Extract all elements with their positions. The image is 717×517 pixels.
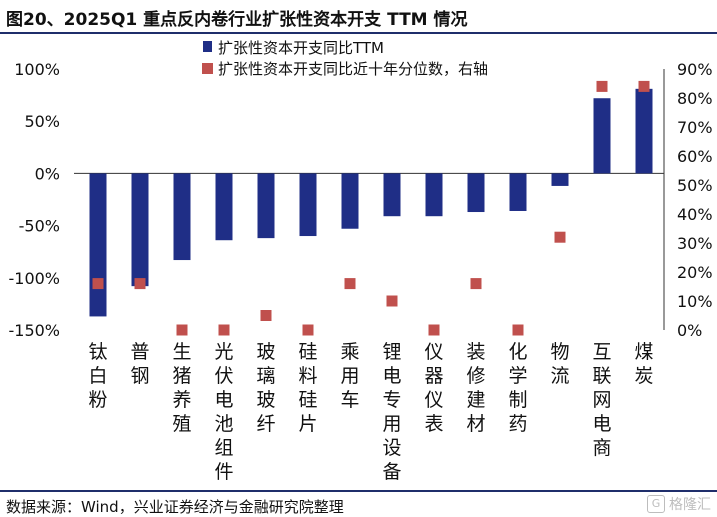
right-axis-tick-label: 90% bbox=[677, 60, 713, 79]
watermark: G 格隆汇 bbox=[647, 494, 711, 514]
bar bbox=[299, 173, 317, 237]
right-axis-tick-label: 10% bbox=[677, 292, 713, 311]
title-bar: 图20、2025Q1 重点反内卷行业扩张性资本开支 TTM 情况 bbox=[0, 0, 717, 34]
chart-figure-title: 图20、2025Q1 重点反内卷行业扩张性资本开支 TTM 情况 bbox=[6, 10, 468, 30]
scatter-point bbox=[554, 231, 566, 243]
legend-bar-label: 扩张性资本开支同比TTM bbox=[218, 39, 384, 57]
bar bbox=[257, 173, 275, 239]
scatter-point bbox=[134, 278, 146, 290]
category-label: 化学制药 bbox=[508, 341, 527, 435]
scatter-point bbox=[638, 80, 650, 92]
right-axis-tick-label: 30% bbox=[677, 234, 713, 253]
source-note: 数据来源：Wind，兴业证券经济与金融研究院整理 bbox=[6, 498, 344, 516]
right-axis-tick-label: 40% bbox=[677, 205, 713, 224]
right-axis-tick-label: 50% bbox=[677, 176, 713, 195]
category-label: 仪器仪表 bbox=[424, 341, 443, 435]
category-label: 硅料硅片 bbox=[298, 341, 317, 435]
legend-dot-swatch bbox=[202, 63, 213, 74]
watermark-text: 格隆汇 bbox=[669, 497, 711, 513]
footer-divider bbox=[0, 490, 717, 492]
bar bbox=[383, 173, 401, 217]
legend-bar-swatch bbox=[203, 41, 212, 52]
left-axis-tick-label: -100% bbox=[8, 269, 60, 288]
left-axis-tick-label: 100% bbox=[14, 60, 60, 79]
bar bbox=[509, 173, 527, 211]
scatter-point bbox=[428, 324, 440, 336]
title-divider bbox=[0, 32, 717, 34]
scatter-point bbox=[302, 324, 314, 336]
category-label: 煤炭 bbox=[634, 341, 653, 387]
legend-dot-label: 扩张性资本开支同比近十年分位数，右轴 bbox=[218, 60, 488, 78]
bar bbox=[89, 173, 107, 317]
right-axis-tick-label: 0% bbox=[677, 321, 702, 340]
watermark-logo-icon: G bbox=[647, 495, 665, 513]
bar bbox=[551, 173, 569, 186]
category-label: 普钢 bbox=[130, 341, 149, 387]
scatter-point bbox=[386, 295, 398, 307]
left-axis-tick-label: -50% bbox=[19, 217, 60, 236]
scatter-point bbox=[344, 278, 356, 290]
scatter-point bbox=[596, 80, 608, 92]
left-axis-tick-label: -150% bbox=[8, 321, 60, 340]
bar bbox=[467, 173, 485, 213]
bar bbox=[425, 173, 443, 217]
bar bbox=[635, 88, 653, 174]
scatter-point bbox=[470, 278, 482, 290]
category-label: 锂电专用设备 bbox=[382, 341, 401, 483]
category-label: 物流 bbox=[550, 341, 569, 387]
left-axis-tick-label: 0% bbox=[35, 164, 60, 183]
right-axis-tick-label: 80% bbox=[677, 89, 713, 108]
bar bbox=[593, 98, 611, 174]
scatter-point bbox=[92, 278, 104, 290]
bar bbox=[131, 173, 149, 287]
right-axis-tick-label: 20% bbox=[677, 263, 713, 282]
right-axis-tick-label: 70% bbox=[677, 118, 713, 137]
chart-area: 扩张性资本开支同比TTM 扩张性资本开支同比近十年分位数，右轴 100% 50% 0% -… bbox=[8, 39, 713, 483]
bar bbox=[215, 173, 233, 241]
category-label: 装修建材 bbox=[466, 341, 485, 435]
category-label: 玻璃玻纤 bbox=[256, 341, 275, 435]
bar bbox=[341, 173, 359, 229]
category-label: 乘用车 bbox=[340, 341, 359, 411]
right-axis-tick-label: 60% bbox=[677, 147, 713, 166]
category-label: 钛白粉 bbox=[88, 341, 107, 411]
bar bbox=[173, 173, 191, 261]
scatter-point bbox=[512, 324, 524, 336]
category-label: 互联网电商 bbox=[592, 341, 611, 459]
scatter-point bbox=[260, 310, 272, 321]
category-label: 生猪养殖 bbox=[172, 341, 191, 435]
left-axis-tick-label: 50% bbox=[24, 112, 60, 131]
scatter-point bbox=[218, 324, 230, 336]
scatter-point bbox=[176, 324, 188, 336]
category-label: 光伏电池组件 bbox=[214, 341, 233, 483]
